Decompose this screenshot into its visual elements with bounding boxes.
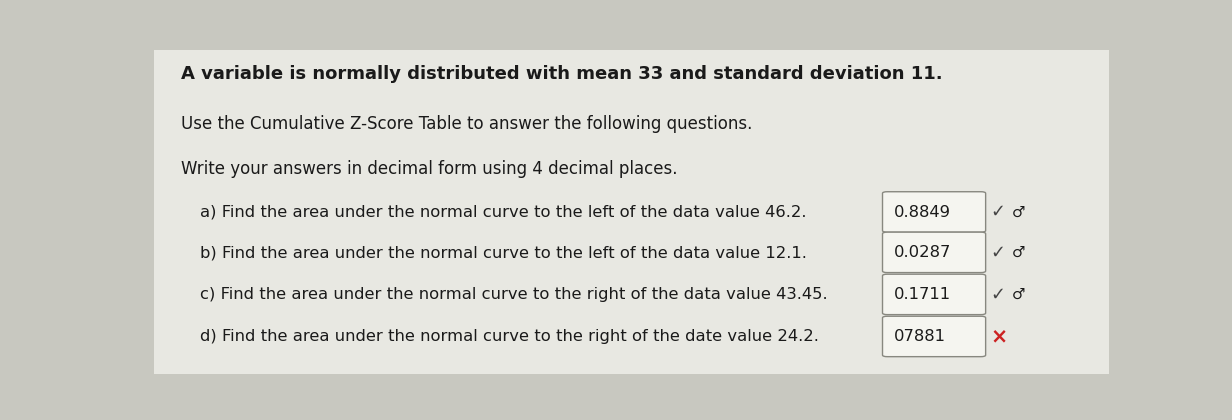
Text: ✓: ✓ <box>991 203 1005 221</box>
Text: A variable is normally distributed with mean 33 and standard deviation 11.: A variable is normally distributed with … <box>181 65 942 83</box>
FancyBboxPatch shape <box>882 232 986 273</box>
Text: 0.8849: 0.8849 <box>894 205 951 220</box>
Text: 0.0287: 0.0287 <box>894 245 951 260</box>
Text: c) Find the area under the normal curve to the right of the data value 43.45.: c) Find the area under the normal curve … <box>200 287 828 302</box>
Text: 07881: 07881 <box>894 329 946 344</box>
Text: d) Find the area under the normal curve to the right of the date value 24.2.: d) Find the area under the normal curve … <box>200 329 819 344</box>
Text: 0.1711: 0.1711 <box>894 287 951 302</box>
Text: ♂: ♂ <box>1011 205 1025 220</box>
Text: a) Find the area under the normal curve to the left of the data value 46.2.: a) Find the area under the normal curve … <box>200 205 806 220</box>
Text: Use the Cumulative Z-Score Table to answer the following questions.: Use the Cumulative Z-Score Table to answ… <box>181 115 752 133</box>
Text: ×: × <box>991 327 1008 346</box>
Text: ✓: ✓ <box>991 286 1005 304</box>
Text: Write your answers in decimal form using 4 decimal places.: Write your answers in decimal form using… <box>181 160 678 178</box>
Text: ✓: ✓ <box>991 244 1005 262</box>
Text: ♂: ♂ <box>1011 287 1025 302</box>
FancyBboxPatch shape <box>882 274 986 315</box>
FancyBboxPatch shape <box>882 316 986 357</box>
Text: ♂: ♂ <box>1011 245 1025 260</box>
FancyBboxPatch shape <box>882 192 986 232</box>
Text: b) Find the area under the normal curve to the left of the data value 12.1.: b) Find the area under the normal curve … <box>200 245 807 260</box>
FancyBboxPatch shape <box>154 50 1109 374</box>
